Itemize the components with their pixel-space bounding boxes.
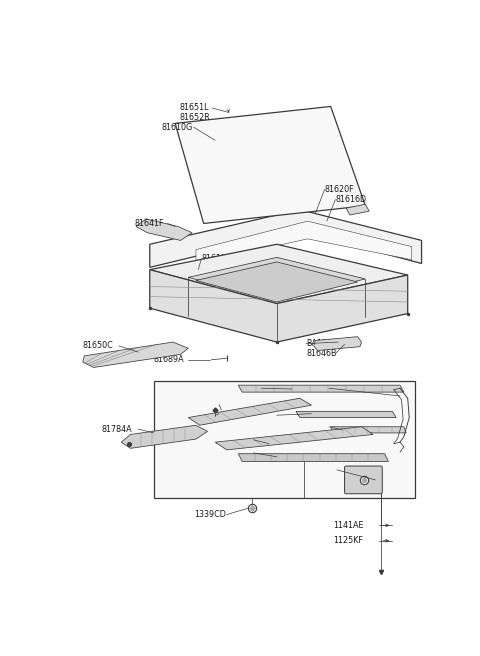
- Polygon shape: [238, 454, 388, 461]
- Polygon shape: [188, 398, 312, 425]
- Text: 81635F: 81635F: [329, 384, 359, 393]
- Text: 81652R: 81652R: [180, 113, 211, 122]
- Polygon shape: [121, 425, 207, 448]
- Text: 1339CD: 1339CD: [194, 510, 226, 519]
- Polygon shape: [196, 262, 358, 302]
- Polygon shape: [83, 342, 188, 367]
- Polygon shape: [346, 204, 369, 215]
- Text: 81610G: 81610G: [161, 123, 192, 132]
- Text: 81784A: 81784A: [101, 424, 132, 434]
- Polygon shape: [150, 270, 408, 342]
- Text: 81651L: 81651L: [180, 104, 209, 112]
- Text: 81684C: 81684C: [229, 384, 260, 393]
- Text: 81681B: 81681B: [221, 449, 252, 457]
- Text: 81620F: 81620F: [324, 185, 354, 194]
- Polygon shape: [215, 427, 373, 450]
- Text: 81682D: 81682D: [183, 411, 214, 420]
- Text: 1141AE: 1141AE: [333, 521, 363, 530]
- Polygon shape: [196, 221, 411, 264]
- Text: 81650C: 81650C: [83, 341, 113, 350]
- Text: 81666C: 81666C: [221, 436, 252, 444]
- Text: 81667D: 81667D: [277, 411, 308, 420]
- Polygon shape: [188, 257, 365, 300]
- Polygon shape: [154, 381, 415, 499]
- Polygon shape: [150, 244, 408, 304]
- Polygon shape: [331, 427, 406, 433]
- FancyBboxPatch shape: [345, 466, 382, 494]
- Text: 81641F: 81641F: [134, 219, 164, 228]
- Text: BA1195: BA1195: [306, 339, 337, 348]
- Polygon shape: [314, 337, 361, 350]
- Text: 81631D: 81631D: [337, 465, 368, 474]
- Polygon shape: [296, 411, 396, 417]
- Polygon shape: [150, 210, 421, 268]
- Text: 81619E: 81619E: [201, 255, 231, 264]
- Polygon shape: [136, 219, 192, 240]
- Text: 1125KF: 1125KF: [333, 536, 363, 545]
- Polygon shape: [238, 385, 404, 392]
- Polygon shape: [175, 106, 365, 224]
- Text: 81616D: 81616D: [336, 195, 366, 204]
- Text: 81689A: 81689A: [154, 356, 184, 364]
- Text: 81683D: 81683D: [296, 422, 327, 431]
- Text: 81646B: 81646B: [306, 349, 336, 358]
- Text: 81784: 81784: [198, 400, 223, 409]
